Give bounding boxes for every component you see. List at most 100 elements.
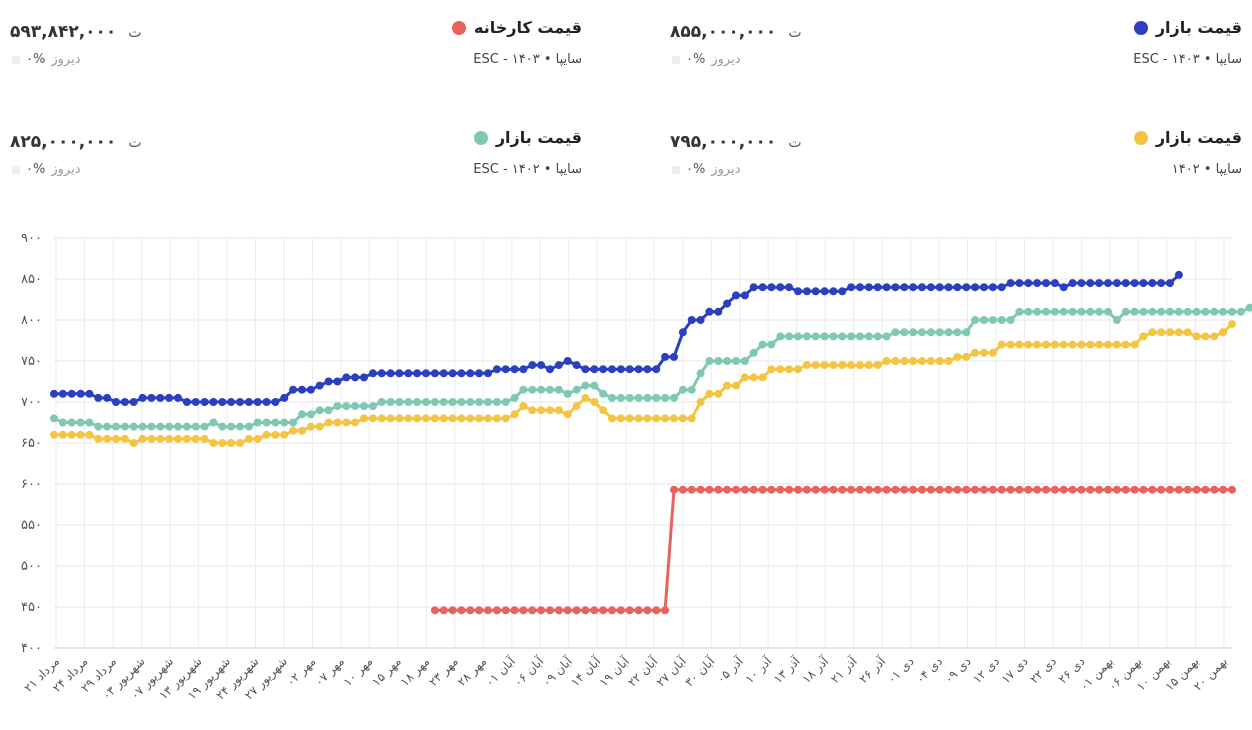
data-point[interactable] [1050,279,1059,288]
data-point[interactable] [678,414,687,423]
data-point[interactable] [599,389,608,398]
data-point[interactable] [1130,340,1139,349]
data-point[interactable] [360,373,368,382]
data-point[interactable] [182,422,191,431]
data-point[interactable] [200,422,209,431]
data-point[interactable] [1015,307,1024,316]
data-point[interactable] [1183,307,1192,316]
data-point[interactable] [271,430,280,439]
data-point[interactable] [856,332,864,341]
data-point[interactable] [758,485,767,494]
data-point[interactable] [1201,307,1210,316]
data-point[interactable] [802,361,811,370]
data-point[interactable] [227,439,236,447]
data-point[interactable] [457,369,466,378]
data-point[interactable] [714,389,723,398]
data-point[interactable] [705,307,714,316]
data-point[interactable] [785,485,794,494]
data-point[interactable] [413,414,422,423]
data-point[interactable] [191,398,200,406]
data-point[interactable] [244,422,253,431]
data-point[interactable] [50,430,58,439]
data-point[interactable] [58,430,67,439]
data-point[interactable] [616,365,625,374]
data-point[interactable] [1219,307,1228,316]
data-point[interactable] [404,414,413,423]
data-point[interactable] [953,352,962,361]
data-point[interactable] [1130,279,1139,288]
data-point[interactable] [519,606,528,615]
data-point[interactable] [484,606,492,615]
data-point[interactable] [873,485,882,494]
data-point[interactable] [732,291,740,300]
data-point[interactable] [1050,340,1059,349]
data-point[interactable] [687,485,696,494]
data-point[interactable] [953,328,962,337]
data-point[interactable] [563,389,572,398]
data-point[interactable] [209,418,218,427]
data-point[interactable] [1174,307,1183,316]
data-point[interactable] [58,418,67,427]
data-point[interactable] [971,485,980,494]
data-point[interactable] [85,389,94,398]
data-point[interactable] [386,398,395,406]
data-point[interactable] [696,316,705,324]
data-point[interactable] [811,361,820,370]
data-point[interactable] [1174,328,1183,337]
data-point[interactable] [838,361,847,370]
data-point[interactable] [856,361,864,370]
data-point[interactable] [1201,332,1210,341]
data-point[interactable] [714,307,723,316]
data-point[interactable] [749,283,758,292]
data-point[interactable] [112,422,120,431]
data-point[interactable] [1095,340,1104,349]
data-point[interactable] [351,402,360,411]
data-point[interactable] [191,434,200,443]
data-point[interactable] [900,357,909,365]
data-point[interactable] [315,422,324,431]
data-point[interactable] [944,357,953,365]
data-point[interactable] [696,398,705,406]
data-point[interactable] [1042,485,1050,494]
data-point[interactable] [510,606,519,615]
data-point[interactable] [519,402,528,411]
data-point[interactable] [165,422,174,431]
data-point[interactable] [590,398,599,406]
data-point[interactable] [448,606,457,615]
data-point[interactable] [926,283,935,292]
data-point[interactable] [980,283,988,292]
data-point[interactable] [1104,279,1112,288]
data-point[interactable] [422,414,430,423]
data-point[interactable] [643,414,652,423]
data-point[interactable] [333,377,342,386]
data-point[interactable] [430,398,439,406]
data-point[interactable] [1245,303,1252,312]
data-point[interactable] [714,485,723,494]
data-point[interactable] [758,373,767,382]
data-point[interactable] [873,332,882,341]
data-point[interactable] [980,485,988,494]
data-point[interactable] [705,389,714,398]
data-point[interactable] [1112,485,1121,494]
data-point[interactable] [484,369,492,378]
data-point[interactable] [581,381,590,390]
data-point[interactable] [315,406,324,415]
data-point[interactable] [1068,485,1077,494]
data-point[interactable] [625,414,634,423]
data-point[interactable] [67,389,76,398]
data-point[interactable] [289,426,298,435]
data-point[interactable] [1024,340,1033,349]
data-point[interactable] [670,485,678,494]
data-point[interactable] [776,332,785,341]
data-point[interactable] [94,422,103,431]
data-point[interactable] [997,283,1006,292]
data-point[interactable] [953,283,962,292]
data-point[interactable] [1104,340,1112,349]
data-point[interactable] [997,340,1006,349]
data-point[interactable] [599,606,608,615]
data-point[interactable] [918,357,926,365]
data-point[interactable] [554,606,563,615]
data-point[interactable] [1174,270,1183,279]
data-point[interactable] [475,414,484,423]
data-point[interactable] [165,434,174,443]
